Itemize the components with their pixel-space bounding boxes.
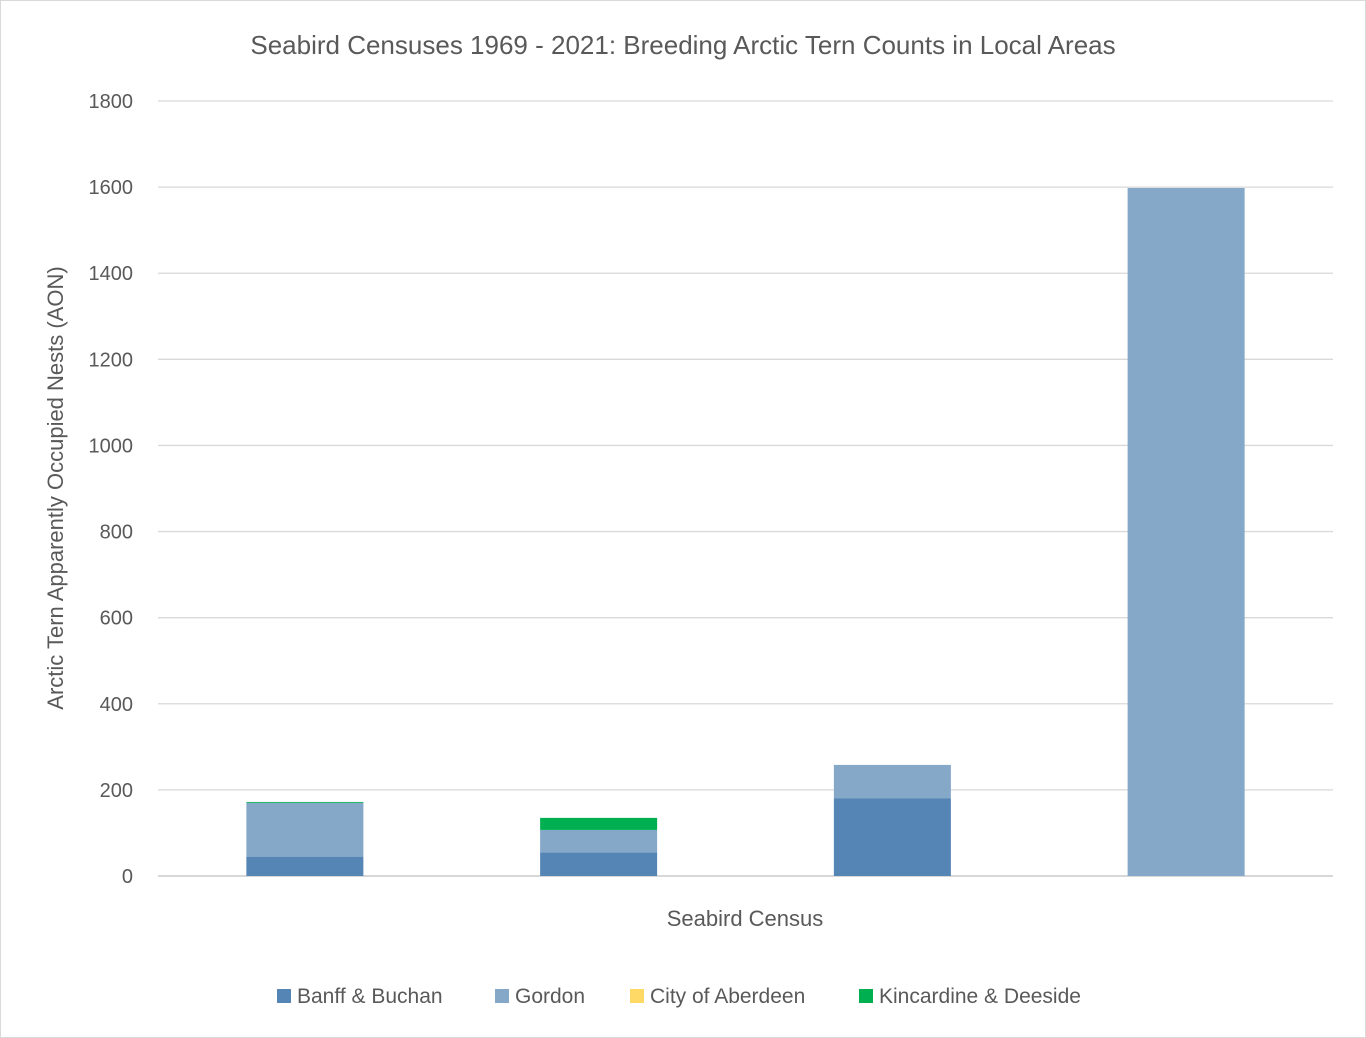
x-axis-title: Seabird Census	[667, 906, 824, 931]
y-tick-label: 1800	[89, 91, 134, 113]
bar-segment	[833, 764, 951, 799]
y-tick-label: 800	[100, 522, 133, 544]
legend-swatch	[630, 989, 644, 1003]
bar-segment	[540, 829, 658, 853]
y-tick-label: 200	[100, 780, 133, 802]
y-tick-label: 1600	[89, 177, 134, 199]
y-tick-label: 1200	[89, 349, 134, 371]
bar-segment	[833, 798, 951, 876]
y-tick-labels: 0 200 400 600 800 1000 1200 1400 1600 1800	[89, 91, 134, 888]
bar-segment	[1127, 187, 1245, 876]
legend-label: Banff & Buchan	[297, 985, 443, 1008]
legend-label: City of Aberdeen	[650, 985, 805, 1008]
y-tick-label: 1400	[89, 263, 134, 285]
bar-segment	[540, 852, 658, 876]
legend: Banff & Buchan Gordon City of Aberdeen Kinc…	[277, 985, 1081, 1008]
y-axis-title: Arctic Tern Apparently Occupied Nests (A…	[43, 266, 68, 709]
bars	[246, 187, 1245, 876]
legend-label: Kincardine & Deeside	[879, 985, 1081, 1008]
chart-title: Seabird Censuses 1969 - 2021: Breeding A…	[250, 30, 1115, 60]
legend-swatch	[495, 989, 509, 1003]
y-tick-label: 1000	[89, 435, 134, 457]
bar-segment	[246, 801, 364, 803]
legend-swatch	[277, 989, 291, 1003]
y-tick-label: 0	[122, 866, 133, 888]
y-tick-label: 600	[100, 608, 133, 630]
bar-segment	[540, 817, 658, 830]
bar-segment	[246, 802, 364, 857]
bar-segment	[246, 856, 364, 876]
y-tick-label: 400	[100, 694, 133, 716]
legend-swatch	[859, 989, 873, 1003]
legend-label: Gordon	[515, 985, 585, 1008]
